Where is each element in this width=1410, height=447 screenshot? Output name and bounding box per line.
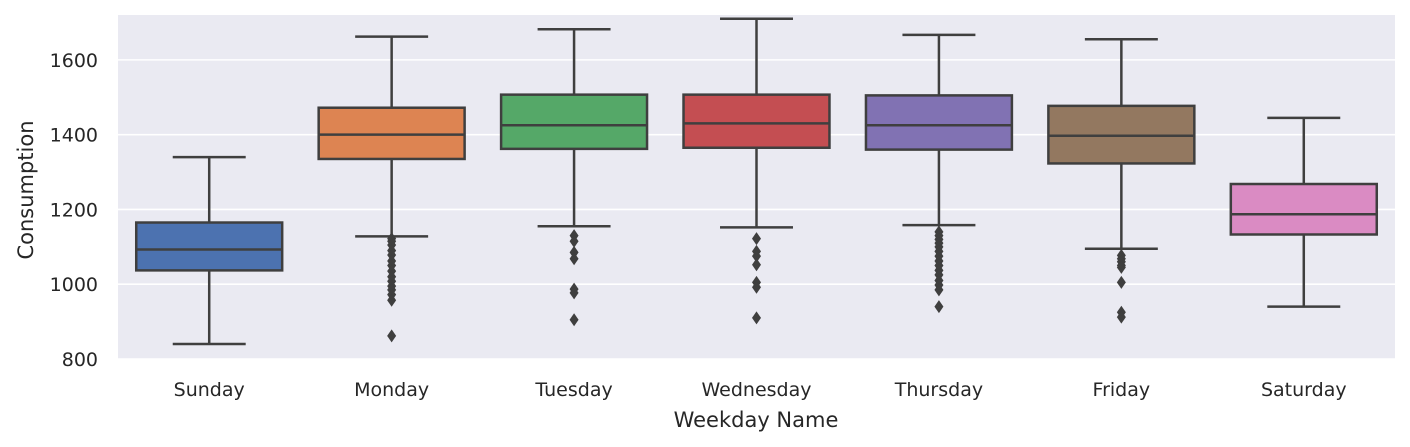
outlier-point	[752, 249, 761, 263]
box	[1229, 182, 1379, 236]
boxes	[134, 17, 1379, 346]
outlier-point	[387, 293, 397, 307]
box	[499, 93, 649, 151]
outlier-point	[752, 280, 761, 294]
outlier-point	[569, 252, 579, 266]
box	[682, 93, 831, 149]
outlier-point	[1116, 310, 1126, 324]
x-tick-label: Thursday	[894, 379, 983, 401]
outlier-point	[569, 234, 579, 248]
box-group-sunday	[134, 155, 284, 346]
x-tick-label: Sunday	[174, 379, 245, 401]
y-tick-label: 1400	[50, 125, 98, 147]
x-tick-label: Saturday	[1261, 379, 1347, 401]
box	[317, 106, 466, 161]
y-tick-label: 1000	[50, 274, 98, 296]
outlier-point	[752, 232, 761, 246]
y-tick-label: 800	[62, 349, 98, 371]
x-tick-label: Friday	[1093, 379, 1151, 401]
outlier-point	[569, 286, 579, 300]
outlier-point	[1116, 260, 1126, 274]
x-tick-label: Monday	[354, 379, 429, 401]
y-tick-label: 1600	[50, 50, 98, 72]
outlier-point	[387, 329, 397, 343]
box-group-tuesday	[499, 27, 649, 327]
outlier-point	[569, 313, 579, 327]
box-group-thursday	[864, 33, 1014, 314]
box	[134, 221, 284, 272]
box-group-saturday	[1229, 116, 1379, 308]
outlier-point	[752, 258, 761, 272]
y-tick-labels: 800 1000 1200 1400 1600	[50, 50, 98, 371]
outlier-point	[752, 311, 761, 325]
outlier-point	[934, 283, 944, 297]
outlier-point	[934, 300, 944, 314]
y-tick-label: 1200	[50, 199, 98, 221]
x-axis-label: Weekday Name	[674, 408, 839, 432]
box	[864, 94, 1014, 151]
outlier-point	[1116, 275, 1126, 289]
x-tick-label: Wednesday	[701, 379, 811, 401]
box-group-monday	[317, 35, 466, 343]
x-tick-labels: Sunday Monday Tuesday Wednesday Thursday Frid…	[174, 379, 1347, 401]
box-group-friday	[1047, 38, 1196, 324]
x-tick-label: Tuesday	[534, 379, 612, 401]
y-axis-label: Consumption	[14, 120, 38, 259]
box-group-wednesday	[682, 17, 831, 325]
